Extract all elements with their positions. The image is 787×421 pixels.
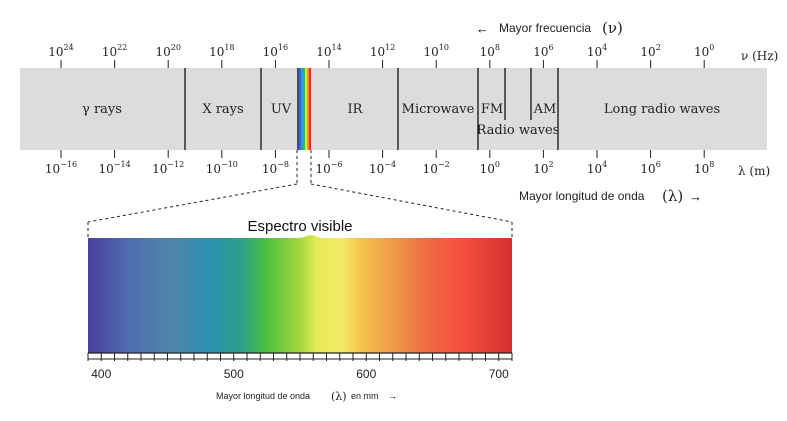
wavelength-unit-label: λ (m) <box>738 164 770 178</box>
wavelength-tick-label-3: 10−10 <box>206 160 238 176</box>
visible-tick-label-3: 700 <box>489 367 509 381</box>
wavelength-tick-label-1: 10−14 <box>99 160 131 176</box>
band-microwave: Microwave <box>402 102 475 117</box>
frequency-title-text: Mayor frecuencia <box>499 21 591 35</box>
visible-axis-unit: en mm <box>351 391 379 401</box>
frequency-symbol: (ν) <box>602 19 623 37</box>
frequency-tick-label-7: 1010 <box>423 43 448 59</box>
band-uv: UV <box>271 102 292 117</box>
wavelength-tick-label-0: 10−16 <box>45 160 77 176</box>
wavelength-title-text: Mayor longitud de onda <box>519 189 645 203</box>
visible-ruler: 400 500 600 700 <box>87 352 513 381</box>
band-long-radio-waves: Long radio waves <box>604 102 720 117</box>
visible-spectrum-title: Espectro visible <box>247 218 352 235</box>
wavelength-tick-label-7: 10−2 <box>423 160 450 176</box>
band-ir: IR <box>348 102 364 117</box>
wavelength-symbol: (λ) <box>662 187 683 205</box>
frequency-tick-label-10: 104 <box>587 43 607 59</box>
frequency-tick-label-2: 1020 <box>155 43 180 59</box>
wavelength-tick-label-6: 10−4 <box>369 160 396 176</box>
wavelength-tick-label-4: 10−8 <box>262 160 289 176</box>
visible-axis-symbol: (λ) <box>331 390 347 403</box>
frequency-tick-label-12: 100 <box>694 43 714 59</box>
wavelength-tick-label-2: 10−12 <box>152 160 184 176</box>
frequency-tick-label-11: 102 <box>640 43 660 59</box>
visible-tick-label-0: 400 <box>91 367 111 381</box>
frequency-title: ← Mayor frecuencia (ν) <box>476 19 623 37</box>
wavelength-axis: 10−16 10−14 10−12 10−10 10−8 10−6 10−4 10−2 100 1… <box>45 150 714 176</box>
zoom-lines <box>87 150 513 238</box>
frequency-tick-label-1: 1022 <box>102 43 127 59</box>
visible-axis-title-text: Mayor longitud de onda <box>216 391 310 401</box>
band-gamma-rays: γ rays <box>82 102 122 117</box>
frequency-unit-label: ν (Hz) <box>741 49 778 63</box>
wavelength-title: Mayor longitud de onda (λ) → <box>519 187 702 205</box>
frequency-axis: 1024 1022 1020 1018 1016 1014 1012 1010 108 106 10… <box>48 43 714 68</box>
visible-axis-title: Mayor longitud de onda (λ) en mm → <box>216 390 397 403</box>
visible-axis-right-arrow-icon: → <box>388 391 397 401</box>
wavelength-tick-label-12: 108 <box>694 160 714 176</box>
frequency-tick-label-3: 1018 <box>209 43 234 59</box>
wavelength-tick-label-11: 106 <box>640 160 660 176</box>
band-dividers <box>184 68 559 150</box>
band-radio-waves: Radio waves <box>477 123 560 138</box>
right-arrow-icon: → <box>689 189 702 204</box>
wavelength-tick-label-5: 10−6 <box>315 160 342 176</box>
wavelength-tick-label-9: 102 <box>533 160 553 176</box>
wavelength-tick-label-8: 100 <box>480 160 500 176</box>
band-fm: FM <box>481 102 503 117</box>
frequency-tick-label-6: 1012 <box>370 43 395 59</box>
visible-tick-label-1: 500 <box>224 367 244 381</box>
left-arrow-icon: ← <box>476 21 489 36</box>
band-am: AM <box>533 102 557 117</box>
frequency-tick-label-0: 1024 <box>48 43 73 59</box>
frequency-tick-label-5: 1014 <box>316 43 341 59</box>
visible-spectrum-gradient <box>88 235 512 353</box>
band-x-rays: X rays <box>202 102 243 117</box>
spectrum-band <box>20 68 767 150</box>
frequency-tick-label-8: 108 <box>480 43 500 59</box>
frequency-tick-label-4: 1016 <box>263 43 288 59</box>
wavelength-tick-label-10: 104 <box>587 160 607 176</box>
frequency-tick-label-9: 106 <box>533 43 553 59</box>
visible-tick-label-2: 600 <box>356 367 376 381</box>
visible-strip <box>297 68 311 150</box>
